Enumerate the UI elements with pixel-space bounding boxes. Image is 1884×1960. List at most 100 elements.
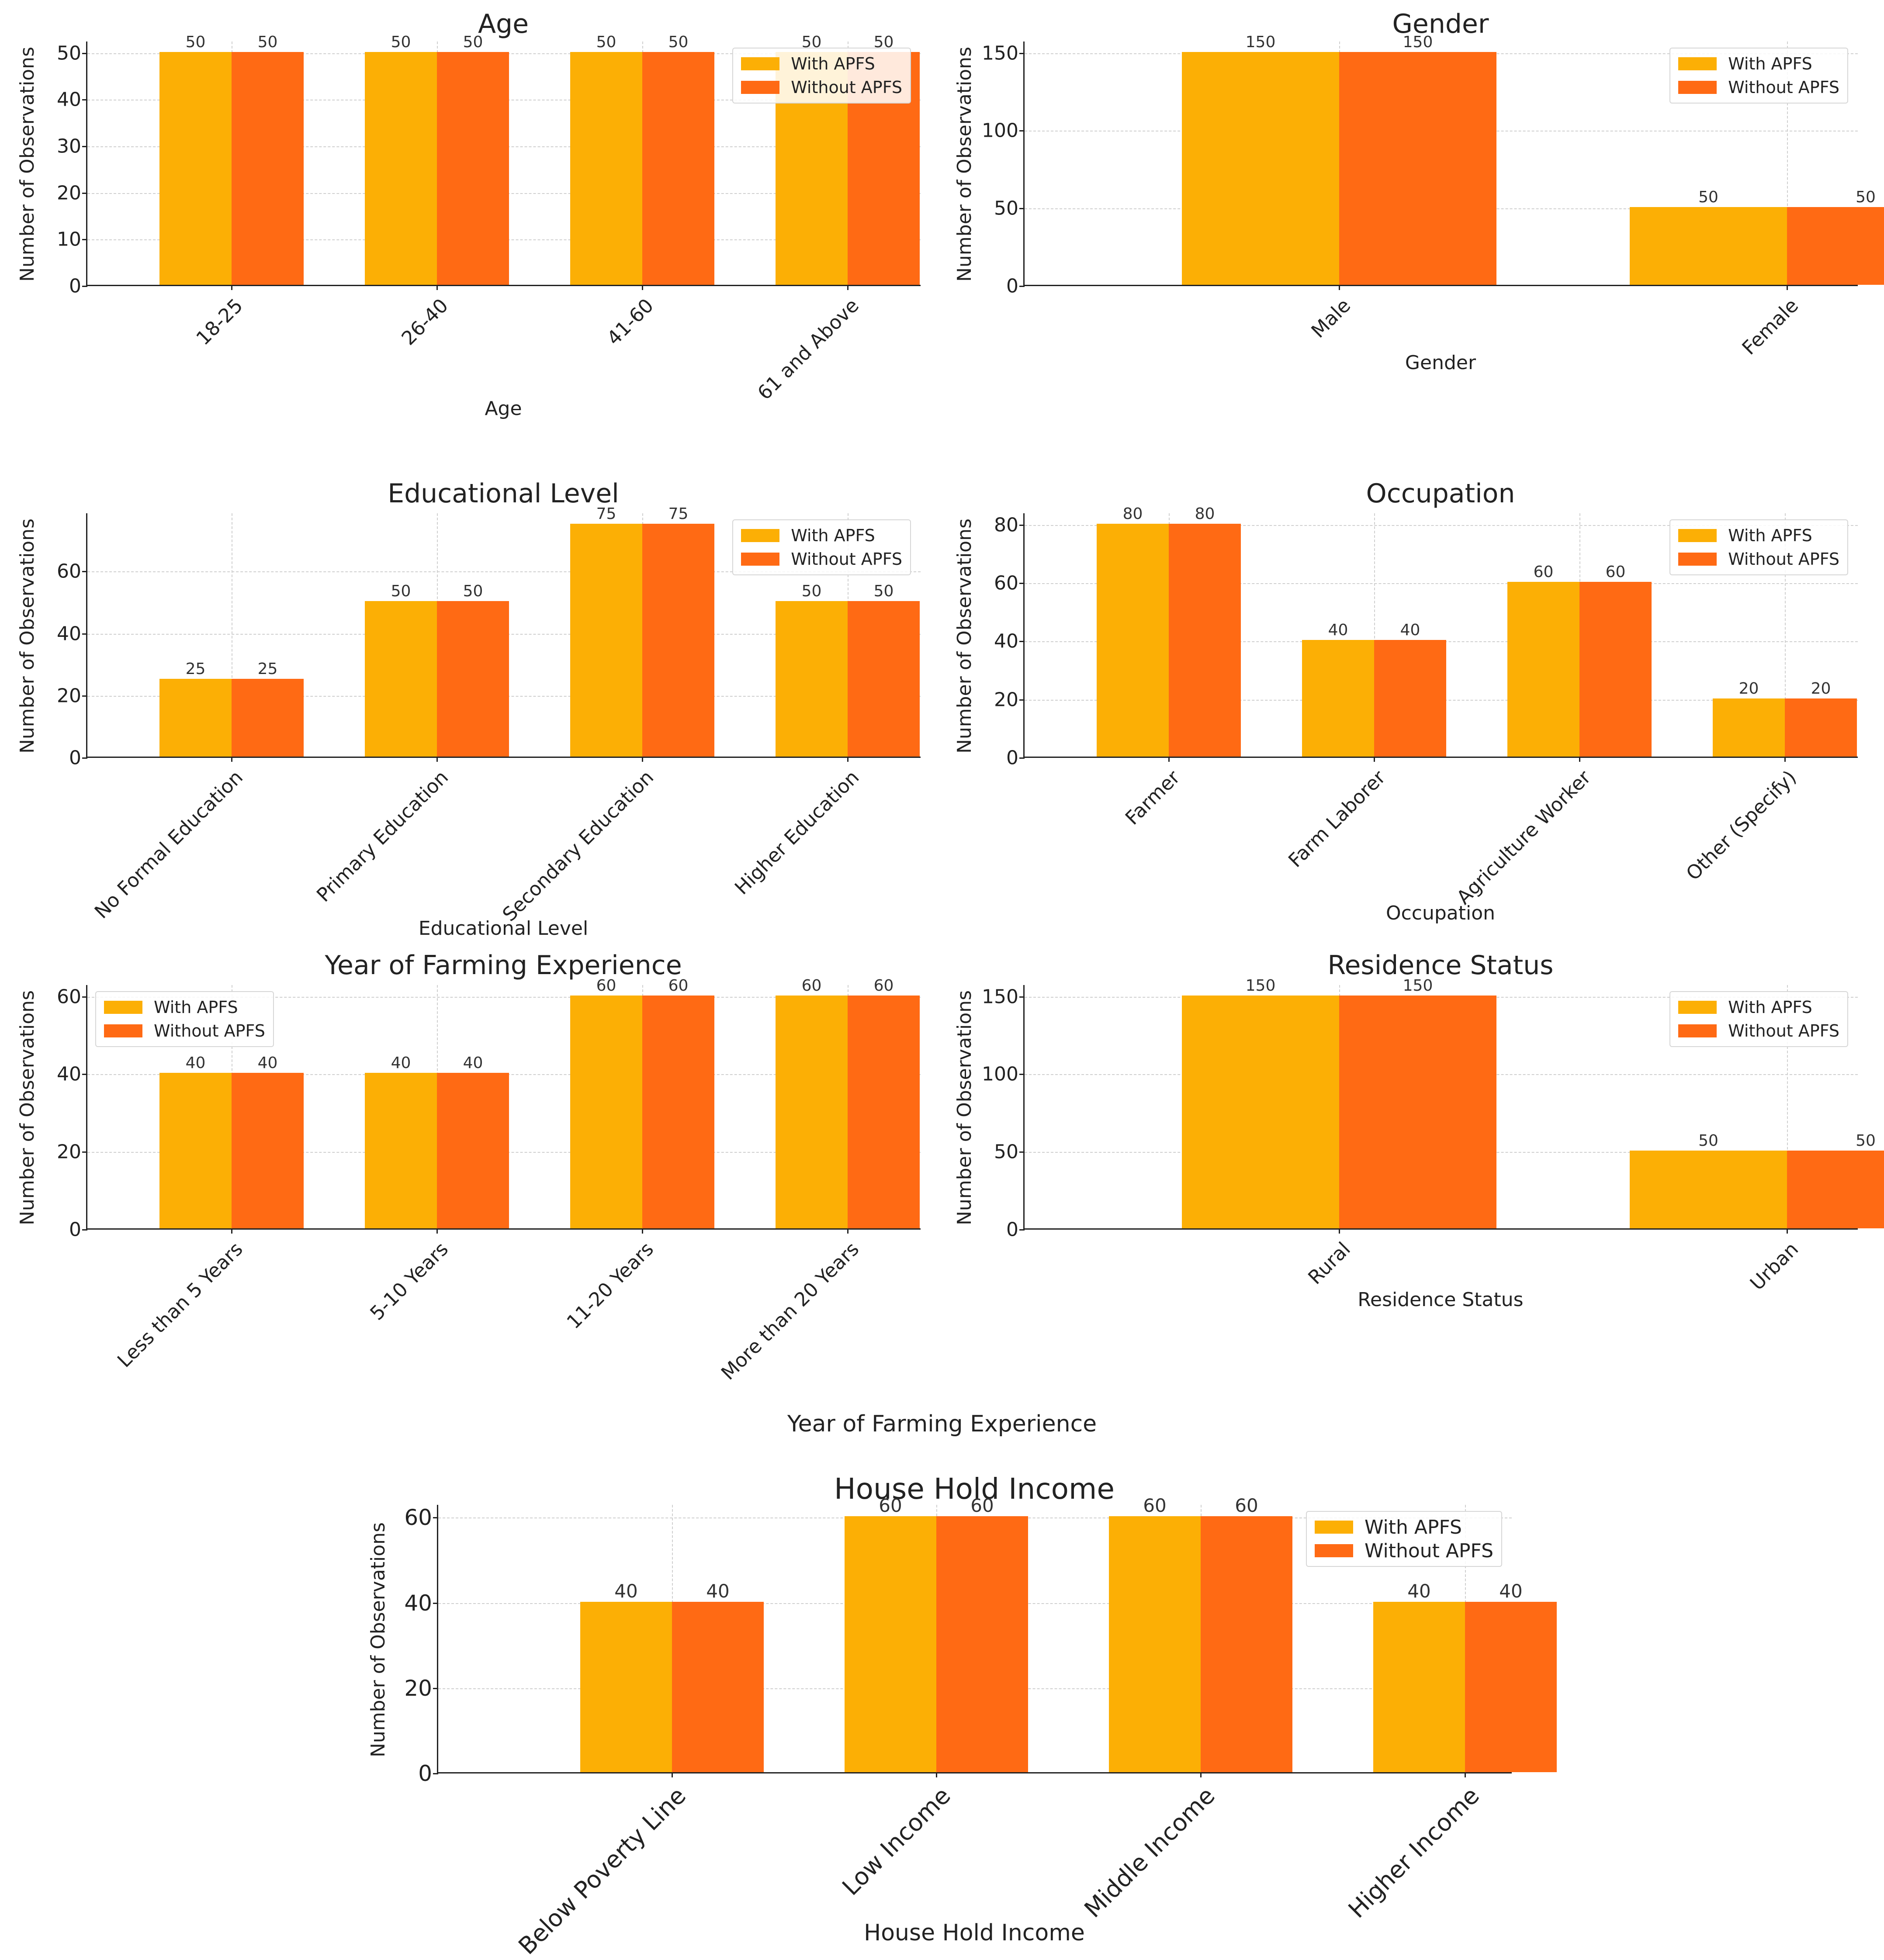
age-bar-with-apfs (159, 52, 232, 285)
age-xtick-mark (847, 285, 848, 290)
year-of-farming-experience-bar-with-apfs (776, 995, 848, 1228)
educational-level-legend: With APFS Without APFS (732, 519, 911, 575)
occupation-xtick-label: Farmer (1121, 766, 1184, 830)
residence-status-title: Residence Status (1327, 950, 1554, 981)
year-of-farming-experience-title: Year of Farming Experience (325, 950, 682, 981)
educational-level-ytick-label: 60 (57, 560, 81, 583)
educational-level-ylabel: Number of Observations (16, 519, 38, 754)
gender-title: Gender (1392, 9, 1489, 39)
legend-label: With APFS (1364, 1516, 1462, 1538)
without-apfs-swatch (741, 553, 780, 566)
legend-label: With APFS (791, 54, 875, 73)
occupation-legend: With APFS Without APFS (1669, 519, 1848, 575)
year-of-farming-experience-xtick-label: Less than 5 Years (113, 1238, 247, 1372)
house-hold-income-bar-without-apfs (672, 1601, 764, 1772)
age-title: Age (478, 9, 529, 39)
educational-level-bar-value-label: 25 (257, 660, 278, 678)
educational-level-xtick-label: Primary Education (312, 766, 453, 907)
legend-label: With APFS (154, 998, 238, 1017)
age-xtick-label: 61 and Above (753, 294, 863, 404)
residence-status-ytick-label: 50 (994, 1141, 1018, 1163)
educational-level-xtick-label: Secondary Education (498, 766, 658, 926)
year-of-farming-experience-bar-with-apfs (570, 995, 642, 1228)
without-apfs-swatch (104, 1024, 142, 1037)
age-ytick-mark (82, 146, 87, 147)
age-bar-with-apfs (365, 52, 437, 285)
educational-level-bar-with-apfs (365, 601, 437, 757)
year-of-farming-experience-bar-value-label: 40 (391, 1054, 411, 1072)
year-of-farming-experience-bar-value-label: 60 (596, 976, 616, 995)
gender-bar-with-apfs (1630, 207, 1787, 285)
year-of-farming-experience-plot-area: 0 20 40 60 40 40 Less than 5 Years 40 40 5-10 Yea… (57, 977, 921, 1384)
year-of-farming-experience-xtick-mark (436, 1228, 438, 1234)
with-apfs-swatch (1678, 529, 1717, 542)
residence-status-bar-with-apfs (1182, 995, 1339, 1228)
year-of-farming-experience-xtick-mark (231, 1228, 232, 1234)
year-of-farming-experience-xtick-mark (847, 1228, 848, 1234)
house-hold-income-bar-value-label: 40 (706, 1580, 730, 1602)
age-bar-without-apfs (232, 52, 304, 285)
age-xtick-label: 26-40 (397, 294, 453, 350)
year-of-farming-experience-ytick-label: 40 (57, 1063, 81, 1085)
year-of-farming-experience-xtick-label: More than 20 Years (717, 1238, 864, 1385)
farming-experience-xlabel: Year of Farming Experience (787, 1411, 1097, 1437)
occupation-bar-with-apfs (1302, 640, 1374, 757)
gender-bar-value-label: 150 (1245, 33, 1276, 51)
house-hold-income-bar-with-apfs (845, 1516, 936, 1772)
gender-ytick-mark (1019, 208, 1025, 210)
house-hold-income-ytick-mark (433, 1687, 438, 1689)
year-of-farming-experience-bar-value-label: 40 (463, 1054, 483, 1072)
occupation-bar-value-label: 80 (1195, 505, 1215, 523)
educational-level-bar-without-apfs (642, 523, 714, 757)
age-bar-value-label: 50 (391, 33, 411, 51)
residence-status-ytick-label: 100 (982, 1063, 1018, 1085)
year-of-farming-experience-bar-value-label: 60 (873, 976, 894, 995)
educational-level-bar-value-label: 50 (463, 582, 483, 601)
year-of-farming-experience-ytick-mark (82, 1229, 87, 1231)
occupation-bar-value-label: 40 (1400, 621, 1420, 640)
residence-status-xlabel: Residence Status (1358, 1289, 1524, 1311)
gender-xtick-mark (1787, 285, 1788, 290)
age-ytick-mark (82, 52, 87, 54)
age-ytick-mark (82, 99, 87, 101)
gender-ytick-label: 100 (982, 119, 1018, 142)
legend-label: With APFS (1728, 526, 1812, 545)
gender-bar-value-label: 50 (1698, 188, 1718, 207)
age-ytick-label: 0 (69, 275, 81, 297)
year-of-farming-experience-bar-without-apfs (642, 995, 714, 1228)
residence-status-ylabel: Number of Observations (953, 990, 976, 1225)
year-of-farming-experience-ylabel: Number of Observations (16, 990, 38, 1225)
occupation-ytick-mark (1019, 583, 1025, 584)
legend-label: Without APFS (791, 550, 902, 569)
with-apfs-swatch (1314, 1521, 1353, 1534)
legend-entry: Without APFS (104, 1019, 265, 1043)
year-of-farming-experience-bar-with-apfs (365, 1073, 437, 1228)
occupation-bar-with-apfs (1507, 582, 1579, 757)
legend-label: With APFS (1728, 998, 1812, 1017)
age-ytick-label: 10 (57, 228, 81, 251)
occupation-gridline-x (1785, 513, 1786, 757)
residence-status-bar-value-label: 50 (1856, 1132, 1876, 1150)
house-hold-income-bar-value-label: 60 (1235, 1495, 1258, 1517)
legend-entry: With APFS (104, 996, 265, 1019)
educational-level-xtick-mark (436, 757, 438, 762)
house-hold-income-legend: With APFS Without APFS (1306, 1511, 1502, 1567)
with-apfs-swatch (741, 529, 780, 542)
house-hold-income-bar-without-apfs (1465, 1601, 1557, 1772)
house-hold-income-ytick-mark (433, 1602, 438, 1604)
with-apfs-swatch (1678, 1001, 1717, 1014)
residence-status-plot-area: 0 50 100 150 150 150 Rural 50 50 Urban With APFS Wi… (982, 977, 1884, 1295)
occupation-xtick-label: Other (Specify) (1682, 766, 1801, 885)
legend-entry: With APFS (741, 524, 902, 547)
age-ytick-label: 20 (57, 182, 81, 204)
educational-level-bar-value-label: 50 (873, 582, 894, 601)
educational-level-ytick-label: 20 (57, 684, 81, 707)
year-of-farming-experience-ytick-label: 20 (57, 1141, 81, 1163)
gender-bar-without-apfs (1339, 52, 1496, 285)
educational-level-xtick-label: Higher Education (731, 766, 864, 899)
house-hold-income-xtick-mark (1465, 1772, 1466, 1777)
occupation-xtick-mark (1374, 757, 1375, 762)
gender-xtick-mark (1339, 285, 1340, 290)
year-of-farming-experience-bar-without-apfs (232, 1073, 304, 1228)
year-of-farming-experience-ytick-mark (82, 1151, 87, 1153)
